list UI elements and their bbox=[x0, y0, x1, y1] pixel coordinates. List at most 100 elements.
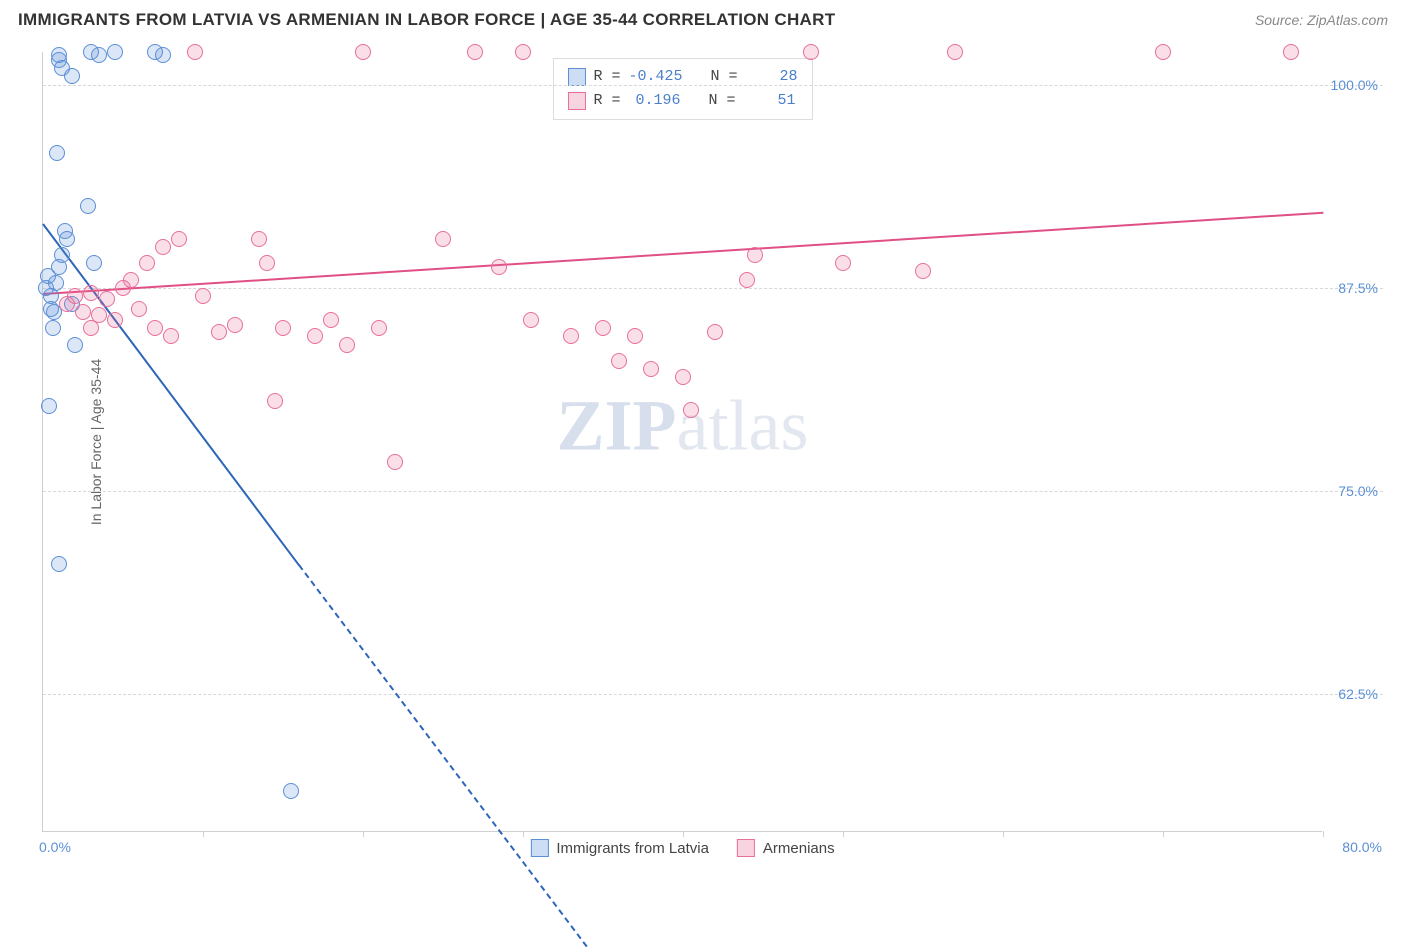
data-point bbox=[54, 247, 70, 263]
watermark-bold: ZIP bbox=[557, 385, 677, 465]
data-point bbox=[49, 145, 65, 161]
legend-label: Armenians bbox=[763, 840, 835, 857]
data-point bbox=[99, 291, 115, 307]
x-tick bbox=[363, 831, 364, 837]
legend-r-value: 0.196 bbox=[628, 89, 680, 113]
data-point bbox=[947, 44, 963, 60]
data-point bbox=[91, 47, 107, 63]
data-point bbox=[38, 280, 54, 296]
source-attribution: Source: ZipAtlas.com bbox=[1255, 12, 1388, 28]
data-point bbox=[187, 44, 203, 60]
data-point bbox=[83, 320, 99, 336]
legend-swatch bbox=[530, 839, 548, 857]
data-point bbox=[147, 320, 163, 336]
data-point bbox=[675, 369, 691, 385]
data-point bbox=[707, 324, 723, 340]
data-point bbox=[595, 320, 611, 336]
data-point bbox=[227, 317, 243, 333]
data-point bbox=[283, 783, 299, 799]
data-point bbox=[75, 304, 91, 320]
data-point bbox=[51, 52, 67, 68]
x-max-label: 80.0% bbox=[1342, 839, 1382, 855]
data-point bbox=[739, 272, 755, 288]
legend-row: R = 0.196 N = 51 bbox=[567, 89, 797, 113]
gridline bbox=[43, 694, 1383, 695]
chart-container: In Labor Force | Age 35-44 ZIPatlas R =-… bbox=[42, 52, 1382, 832]
legend-swatch bbox=[737, 839, 755, 857]
data-point bbox=[107, 44, 123, 60]
data-point bbox=[387, 454, 403, 470]
y-tick-label: 75.0% bbox=[1338, 483, 1378, 499]
data-point bbox=[339, 337, 355, 353]
data-point bbox=[51, 556, 67, 572]
watermark: ZIPatlas bbox=[557, 384, 809, 467]
data-point bbox=[163, 328, 179, 344]
x-tick bbox=[843, 831, 844, 837]
watermark-light: atlas bbox=[677, 385, 809, 465]
x-min-label: 0.0% bbox=[39, 839, 71, 855]
x-tick bbox=[1323, 831, 1324, 837]
data-point bbox=[86, 255, 102, 271]
data-point bbox=[467, 44, 483, 60]
data-point bbox=[67, 337, 83, 353]
trend-line bbox=[43, 211, 1323, 294]
data-point bbox=[123, 272, 139, 288]
legend-item: Armenians bbox=[737, 839, 835, 857]
y-tick-label: 87.5% bbox=[1338, 280, 1378, 296]
gridline bbox=[43, 288, 1383, 289]
data-point bbox=[1155, 44, 1171, 60]
data-point bbox=[747, 247, 763, 263]
data-point bbox=[915, 263, 931, 279]
trend-line bbox=[298, 564, 588, 947]
data-point bbox=[683, 402, 699, 418]
data-point bbox=[211, 324, 227, 340]
data-point bbox=[1283, 44, 1299, 60]
y-tick-label: 62.5% bbox=[1338, 686, 1378, 702]
legend-swatch bbox=[567, 92, 585, 110]
gridline bbox=[43, 85, 1383, 86]
trend-line bbox=[42, 223, 300, 565]
data-point bbox=[275, 320, 291, 336]
legend-swatch bbox=[567, 68, 585, 86]
data-point bbox=[67, 288, 83, 304]
data-point bbox=[307, 328, 323, 344]
legend-n-label: N = bbox=[708, 89, 735, 113]
data-point bbox=[803, 44, 819, 60]
data-point bbox=[515, 44, 531, 60]
x-tick bbox=[203, 831, 204, 837]
data-point bbox=[371, 320, 387, 336]
data-point bbox=[107, 312, 123, 328]
legend-item: Immigrants from Latvia bbox=[530, 839, 709, 857]
x-tick bbox=[523, 831, 524, 837]
legend-label: Immigrants from Latvia bbox=[556, 840, 709, 857]
legend-r-label: R = bbox=[593, 89, 620, 113]
header: IMMIGRANTS FROM LATVIA VS ARMENIAN IN LA… bbox=[0, 0, 1406, 36]
y-tick-label: 100.0% bbox=[1331, 77, 1378, 93]
data-point bbox=[139, 255, 155, 271]
x-tick bbox=[1163, 831, 1164, 837]
legend-n-value: 51 bbox=[744, 89, 796, 113]
data-point bbox=[267, 393, 283, 409]
data-point bbox=[155, 47, 171, 63]
data-point bbox=[627, 328, 643, 344]
data-point bbox=[355, 44, 371, 60]
data-point bbox=[155, 239, 171, 255]
data-point bbox=[259, 255, 275, 271]
data-point bbox=[323, 312, 339, 328]
data-point bbox=[835, 255, 851, 271]
data-point bbox=[57, 223, 73, 239]
data-point bbox=[64, 68, 80, 84]
legend-series: Immigrants from Latvia Armenians bbox=[530, 839, 834, 857]
x-tick bbox=[683, 831, 684, 837]
data-point bbox=[80, 198, 96, 214]
x-tick bbox=[1003, 831, 1004, 837]
data-point bbox=[611, 353, 627, 369]
plot-area: In Labor Force | Age 35-44 ZIPatlas R =-… bbox=[42, 52, 1322, 832]
data-point bbox=[83, 285, 99, 301]
chart-title: IMMIGRANTS FROM LATVIA VS ARMENIAN IN LA… bbox=[18, 10, 835, 30]
data-point bbox=[643, 361, 659, 377]
data-point bbox=[171, 231, 187, 247]
data-point bbox=[45, 320, 61, 336]
data-point bbox=[41, 398, 57, 414]
data-point bbox=[131, 301, 147, 317]
